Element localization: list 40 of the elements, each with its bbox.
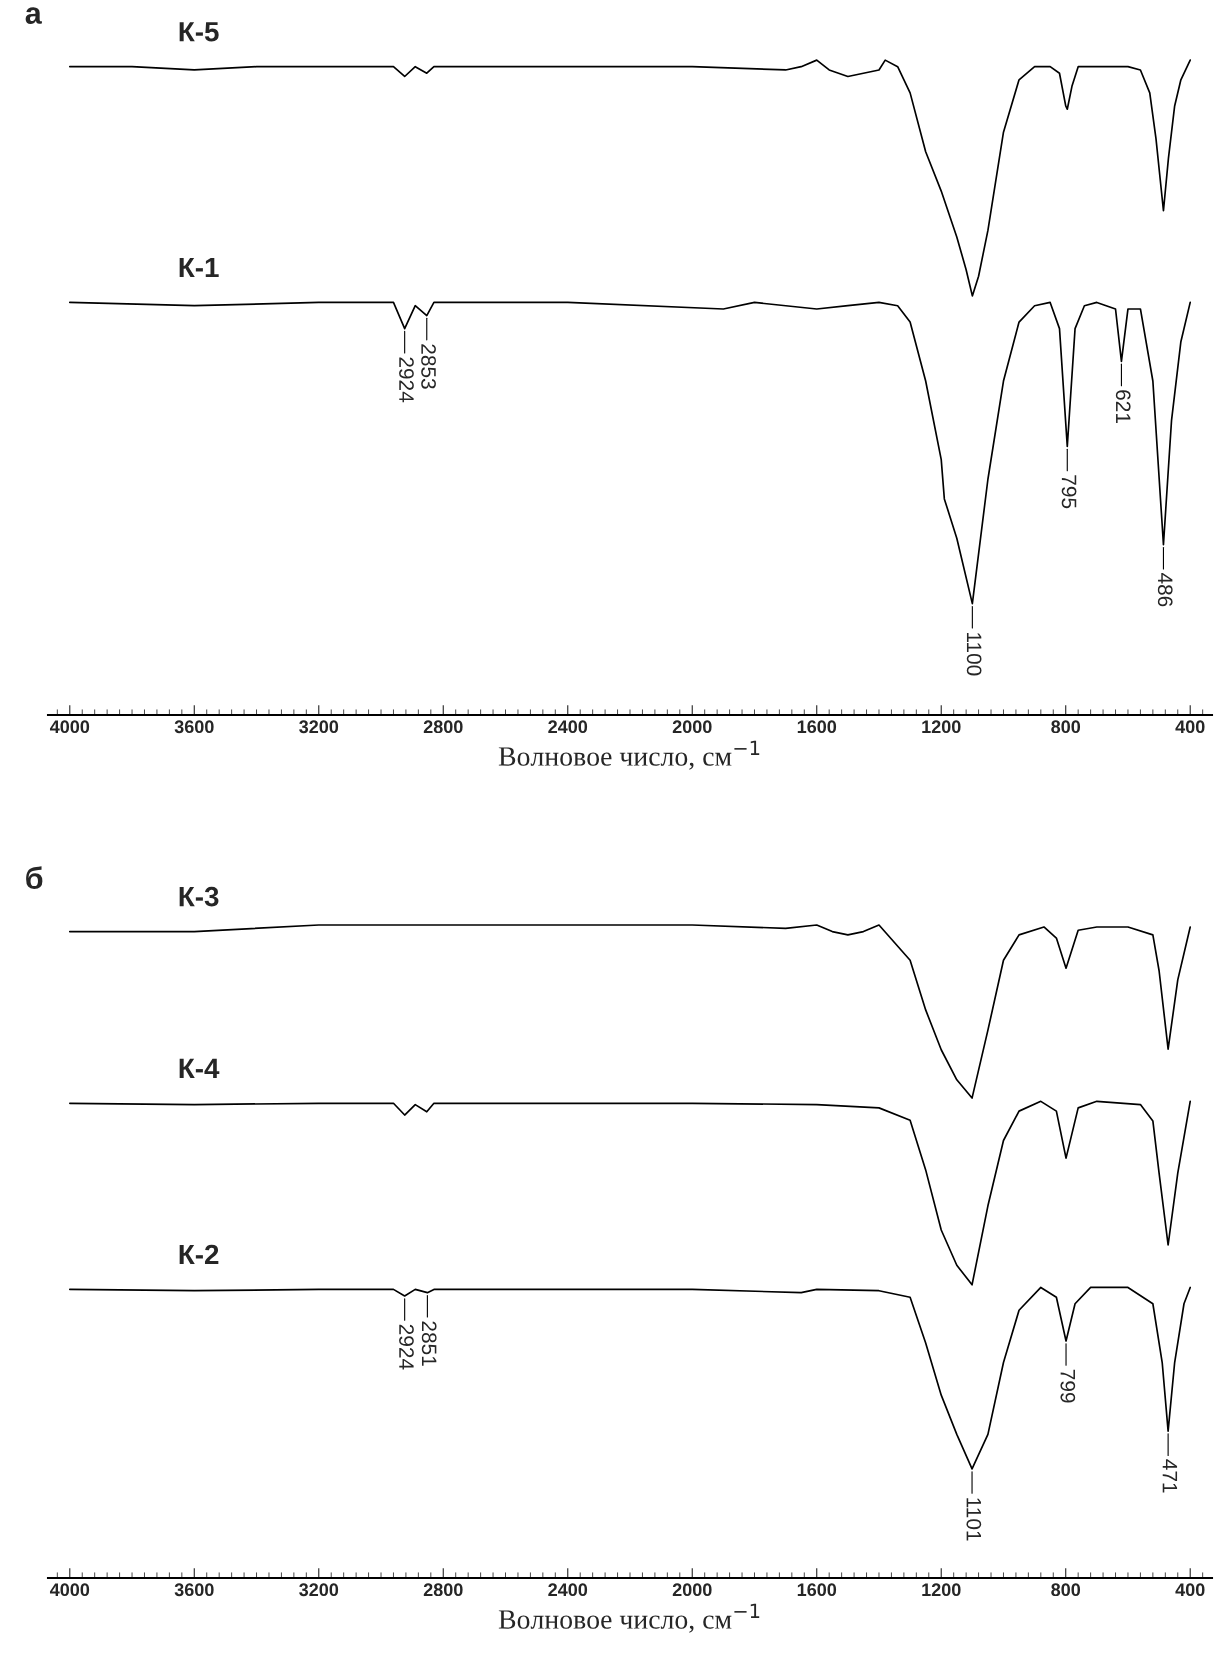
x-tick-label: 2800 — [423, 720, 463, 734]
x-tick-label: 2000 — [672, 720, 712, 734]
x-tick-label: 800 — [1051, 720, 1081, 734]
annotation: 486 — [1157, 572, 1173, 607]
series-label: К-4 — [179, 1058, 220, 1078]
x-tick-label: 3200 — [299, 720, 339, 734]
x-tick-label: 3600 — [174, 720, 214, 734]
x-tick-label: 3200 — [299, 1583, 339, 1597]
annotation: 2851 — [421, 1321, 437, 1366]
x-tick-label: 2800 — [423, 1583, 463, 1597]
x-tick-label: 1600 — [797, 1583, 837, 1597]
x-tick-label: 3600 — [174, 1583, 214, 1597]
x-tick-label: 800 — [1051, 1583, 1081, 1597]
annotation: 1101 — [966, 1498, 982, 1541]
annotation: 795 — [1061, 475, 1077, 509]
annotation: 2853 — [421, 344, 436, 389]
annotation: 1100 — [966, 633, 982, 676]
x-tick-label: 2400 — [548, 720, 588, 734]
x-tick-label: 4000 — [49, 1583, 90, 1597]
annotation: 2924 — [399, 1324, 414, 1370]
x-axis-title: Волновое число, см$^{−1}$ — [498, 1603, 760, 1633]
x-tick-label: 1600 — [797, 720, 837, 734]
x-tick-label: 400 — [1175, 1583, 1205, 1597]
series-label: К-5 — [179, 22, 219, 42]
chart-title: а — [25, 7, 42, 24]
x-tick-label: 2000 — [672, 1583, 712, 1597]
annotation: 799 — [1060, 1369, 1076, 1403]
x-tick-label: 4000 — [49, 720, 90, 734]
series-label: К-1 — [179, 257, 219, 278]
annotation: 471 — [1162, 1459, 1178, 1493]
annotation: 621 — [1115, 390, 1131, 423]
chart-title: б — [26, 866, 43, 889]
x-tick-label: 400 — [1175, 720, 1205, 734]
x-tick-label: 2400 — [548, 1583, 588, 1597]
annotation: 2924 — [399, 357, 414, 403]
series-label: К-3 — [179, 886, 219, 907]
x-axis-title: Волновое число, см$^{−1}$ — [498, 740, 760, 770]
x-tick-label: 1200 — [922, 1583, 961, 1597]
series-label: К-2 — [179, 1244, 219, 1265]
x-tick-label: 1200 — [922, 720, 961, 734]
